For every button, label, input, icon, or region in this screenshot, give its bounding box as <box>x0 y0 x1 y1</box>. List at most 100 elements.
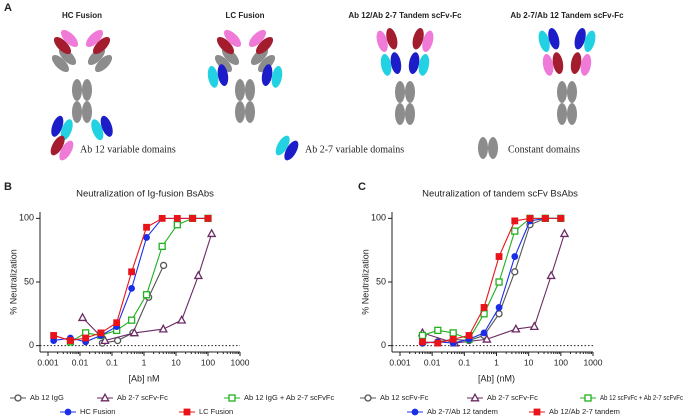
data-point <box>142 291 151 299</box>
data-point <box>449 329 457 337</box>
data-point <box>113 319 121 327</box>
domain <box>51 54 70 73</box>
domain <box>422 30 434 52</box>
domain <box>405 103 415 125</box>
domain <box>574 28 586 50</box>
series-line <box>70 217 208 343</box>
domain <box>412 28 424 50</box>
panel-label: A <box>4 2 12 14</box>
domain <box>214 54 233 73</box>
legend-label: Ab 2-7 scFv-Fc <box>117 393 168 402</box>
domain <box>50 135 65 156</box>
domain <box>418 54 430 76</box>
data-point <box>419 338 426 346</box>
y-tick-label: 50 <box>376 276 386 286</box>
domain <box>235 79 245 101</box>
x-tick-label: 0.001 <box>37 357 59 367</box>
legend-label: Ab 2-7/Ab 12 tandem <box>427 407 498 416</box>
domain <box>85 29 104 48</box>
x-axis-label: [Ab] (nM) <box>478 373 515 383</box>
data-point <box>495 304 503 311</box>
data-point <box>495 253 503 260</box>
x-tick-label: 0.001 <box>389 357 411 367</box>
domain <box>478 137 488 159</box>
data-point <box>465 332 473 339</box>
domain-legend: Ab 2-7 variable domains <box>305 144 404 155</box>
x-tick-label: 0.01 <box>424 357 441 367</box>
y-tick-label: 0 <box>29 340 34 350</box>
domain <box>584 30 596 52</box>
data-point <box>158 323 168 333</box>
data-point <box>113 336 122 345</box>
domain <box>100 115 113 137</box>
chart-title: Neutralization of Ig-fusion BsAbs <box>76 189 214 200</box>
legend-label: Ab 12/Ab 2-7 tandem <box>549 407 620 416</box>
construct-title: HC Fusion <box>62 11 102 20</box>
domain <box>557 103 567 125</box>
data-point <box>541 214 549 222</box>
data-point <box>480 329 488 337</box>
data-point <box>449 335 457 343</box>
data-point <box>546 270 556 280</box>
y-tick-label: 0 <box>381 340 386 350</box>
domain <box>570 52 582 74</box>
domain <box>284 140 299 161</box>
domain <box>92 36 111 55</box>
legend-marker <box>533 408 541 416</box>
domain <box>207 66 219 88</box>
domain <box>72 79 82 101</box>
domain <box>390 52 402 74</box>
legend-marker <box>100 392 110 402</box>
antibody-cartoons <box>50 28 596 161</box>
domain <box>557 81 567 103</box>
data-point <box>158 242 166 251</box>
domain <box>548 28 560 50</box>
data-point <box>66 337 74 344</box>
x-tick-label: 0.1 <box>458 357 470 367</box>
data-point <box>189 214 196 222</box>
y-tick-label: 50 <box>24 276 34 286</box>
legend-marker <box>470 392 480 402</box>
legend-label: Ab 2-7 scFv-Fc <box>487 393 538 402</box>
legend-label: Ab 12 scFvFc + Ab 2-7 scFvFc <box>600 393 683 402</box>
panel-label: B <box>4 181 12 193</box>
data-point <box>511 268 519 276</box>
domain <box>395 103 405 125</box>
y-tick-label: 100 <box>19 213 34 223</box>
legend-marker <box>364 394 372 402</box>
data-point <box>511 227 519 235</box>
domain <box>376 30 388 52</box>
data-point <box>128 268 136 276</box>
x-tick-label: 10 <box>524 357 534 367</box>
domain <box>405 81 415 103</box>
domain-legend: Constant domains <box>508 144 580 155</box>
data-point <box>482 334 492 343</box>
data-point <box>77 312 88 322</box>
series-line <box>82 233 213 342</box>
legend-marker <box>584 394 592 402</box>
domain <box>395 81 405 103</box>
data-point <box>159 261 168 270</box>
legend-label: Ab 12 IgG + Ab 2-7 scFvFc <box>244 393 334 402</box>
domain <box>91 119 104 141</box>
domain <box>567 81 577 103</box>
data-point <box>526 214 534 222</box>
domain <box>82 101 92 123</box>
legend-label: LC Fusion <box>199 407 233 416</box>
x-tick-label: 1 <box>142 357 147 367</box>
domain <box>488 137 498 159</box>
data-point <box>50 332 58 339</box>
data-point <box>143 223 150 231</box>
data-point <box>434 326 442 335</box>
legend-marker <box>228 394 236 402</box>
x-tick-label: 100 <box>554 357 568 367</box>
series-line <box>422 217 561 340</box>
domain <box>386 28 398 50</box>
data-point <box>127 316 136 324</box>
data-point <box>495 278 503 286</box>
data-point <box>97 329 105 337</box>
x-tick-label: 0.1 <box>106 357 118 367</box>
data-point <box>204 214 212 222</box>
legend-label: Ab 12 scFv-Fc <box>380 393 429 402</box>
